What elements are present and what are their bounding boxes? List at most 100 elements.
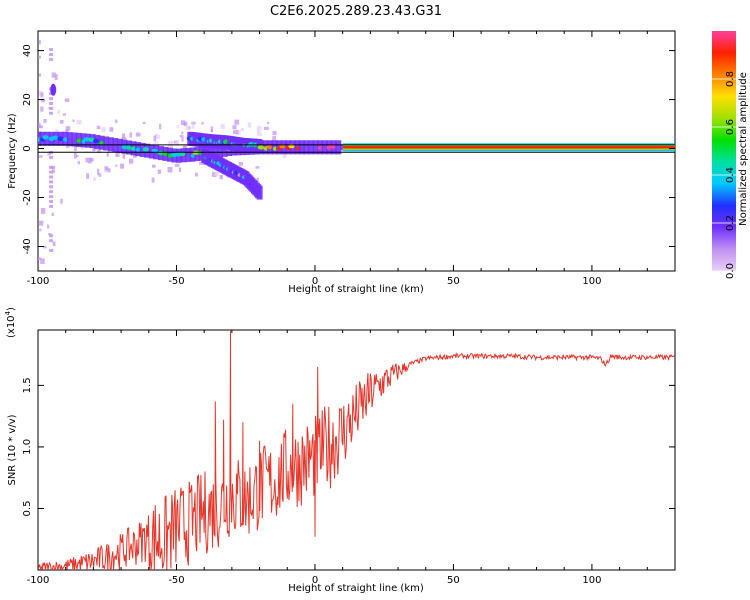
spectrogram-cell <box>38 55 41 59</box>
spectrogram-cell <box>132 154 137 158</box>
spectrogram-cell <box>185 125 190 131</box>
snr-ticks: -100 -50 0 50 100 0.5 1.0 1.5 <box>22 330 676 586</box>
spectrogram-cell <box>178 167 182 173</box>
spectrogram-cell <box>104 170 109 173</box>
spectrogram-cell <box>235 130 239 135</box>
spectrogram-cell <box>247 122 252 128</box>
spectrogram-cell <box>50 83 57 96</box>
spectrogram-cell <box>98 173 102 177</box>
spectrogram-ticks: -100 -50 0 50 100 -40 -20 0 20 40 <box>22 31 676 287</box>
colorbar-tick-label: 0.2 <box>725 215 736 231</box>
spectrogram-cell <box>191 122 195 129</box>
spectrogram-cell <box>74 146 77 151</box>
spectrogram-cell <box>38 39 41 45</box>
spectrogram-cell <box>120 163 125 169</box>
spectrogram-cell <box>88 137 95 142</box>
spectrogram-cell <box>266 144 273 150</box>
spectrogram-cell <box>60 198 63 204</box>
snr-marks <box>38 330 675 570</box>
spectrogram-cell <box>214 171 219 176</box>
spectrogram-cell <box>153 135 156 142</box>
spectrogram-cell <box>85 157 88 163</box>
spectrogram-cell <box>48 233 52 236</box>
spectrogram-cell <box>219 174 223 180</box>
spectrogram-cell <box>64 98 70 102</box>
spectrogram-y-label: Frequency (Hz) <box>7 113 18 189</box>
spectrogram-cell <box>282 152 287 158</box>
spectrogram-cell <box>157 169 162 174</box>
spectrogram-cell <box>176 161 181 165</box>
x-tick-label: 100 <box>582 575 601 586</box>
figure-title: C2E6.2025.289.23.43.G31 <box>270 4 442 19</box>
spectrogram-cell <box>49 190 54 194</box>
x-tick-label: 0 <box>312 575 318 586</box>
spectrogram-cell <box>38 125 43 129</box>
snr-y-label: SNR (10 * v/v) <box>7 414 18 485</box>
spectrogram-cell <box>142 122 146 125</box>
spectrogram-cell <box>57 110 60 114</box>
spectrogram-cell <box>175 140 179 146</box>
spectrogram-cell <box>40 92 44 98</box>
spectrogram-cell <box>179 134 184 138</box>
spectrogram-cell <box>107 137 114 152</box>
spectrogram-cell <box>159 123 162 130</box>
spectrogram-cell <box>38 73 42 77</box>
snr-scale-label: (x104) <box>4 307 17 338</box>
spectrogram-cell <box>183 121 188 127</box>
spectrogram-x-label: Height of straight line (km) <box>288 284 424 295</box>
spectrogram-cell <box>71 132 78 147</box>
spectrogram-cell <box>49 97 54 101</box>
spectrogram-cell <box>59 119 64 124</box>
x-tick-label: 50 <box>447 575 460 586</box>
spectrogram-cell <box>115 152 120 157</box>
spectrogram-cell <box>221 142 228 157</box>
y-tick-label: -40 <box>22 238 33 254</box>
y-tick-label: 1.5 <box>22 377 33 393</box>
spectrogram-cell <box>125 145 133 150</box>
spectrogram-cell <box>87 157 92 164</box>
spectrogram-cell <box>49 204 54 208</box>
spectrogram-cell <box>49 234 54 238</box>
spectrogram-cell <box>51 72 56 78</box>
spectrogram-cell <box>106 152 109 157</box>
spectrogram-cell <box>176 125 180 128</box>
spectrogram-cell <box>180 120 186 125</box>
spectrogram-cell <box>167 140 172 147</box>
y-tick-label: 0 <box>22 145 33 151</box>
spectrogram-cell <box>49 48 54 52</box>
snr-series-line <box>38 330 675 570</box>
spectrogram-cell <box>298 140 305 155</box>
spectrogram-cell <box>93 177 97 181</box>
spectrogram-cell <box>54 74 58 81</box>
y-tick-label: -20 <box>22 189 33 205</box>
spectrogram-cell <box>142 147 149 152</box>
spectrogram-cell <box>49 170 54 174</box>
y-tick-label: 0.5 <box>22 501 33 517</box>
spectrogram-cell <box>236 129 241 135</box>
spectrogram-cell <box>49 155 54 159</box>
colorbar-ticks: 0.0 0.2 0.4 0.6 0.8 <box>712 71 736 279</box>
spectrogram-cell <box>43 245 47 249</box>
spectrogram-cell <box>188 126 191 130</box>
spectrogram-cell <box>86 173 90 179</box>
spectrogram-cell <box>121 137 127 141</box>
spectrogram-cell <box>38 122 41 128</box>
spectrogram-cell <box>65 129 69 133</box>
spectrogram-cell <box>232 125 237 130</box>
spectrogram-cell <box>49 53 54 56</box>
spectrogram-cell <box>43 119 47 123</box>
y-tick-label: 40 <box>22 44 33 57</box>
spectrogram-cell <box>49 180 54 184</box>
colorbar-label: Normalized spectral amplitude <box>738 72 749 226</box>
spectrogram-cell <box>72 119 75 122</box>
spectrogram-cell <box>115 164 118 167</box>
spectrogram-cell <box>155 134 160 139</box>
spectrogram-cell <box>80 146 85 150</box>
spectrogram-cell <box>76 120 82 125</box>
spectrogram-cell <box>234 119 240 125</box>
spectrogram-cell <box>97 168 100 175</box>
spectrogram-cell <box>116 138 123 153</box>
snr-panel: -100 -50 0 50 100 0.5 1.0 1.5 Height of straigh… <box>4 307 676 594</box>
spectrogram-cell <box>49 200 54 203</box>
